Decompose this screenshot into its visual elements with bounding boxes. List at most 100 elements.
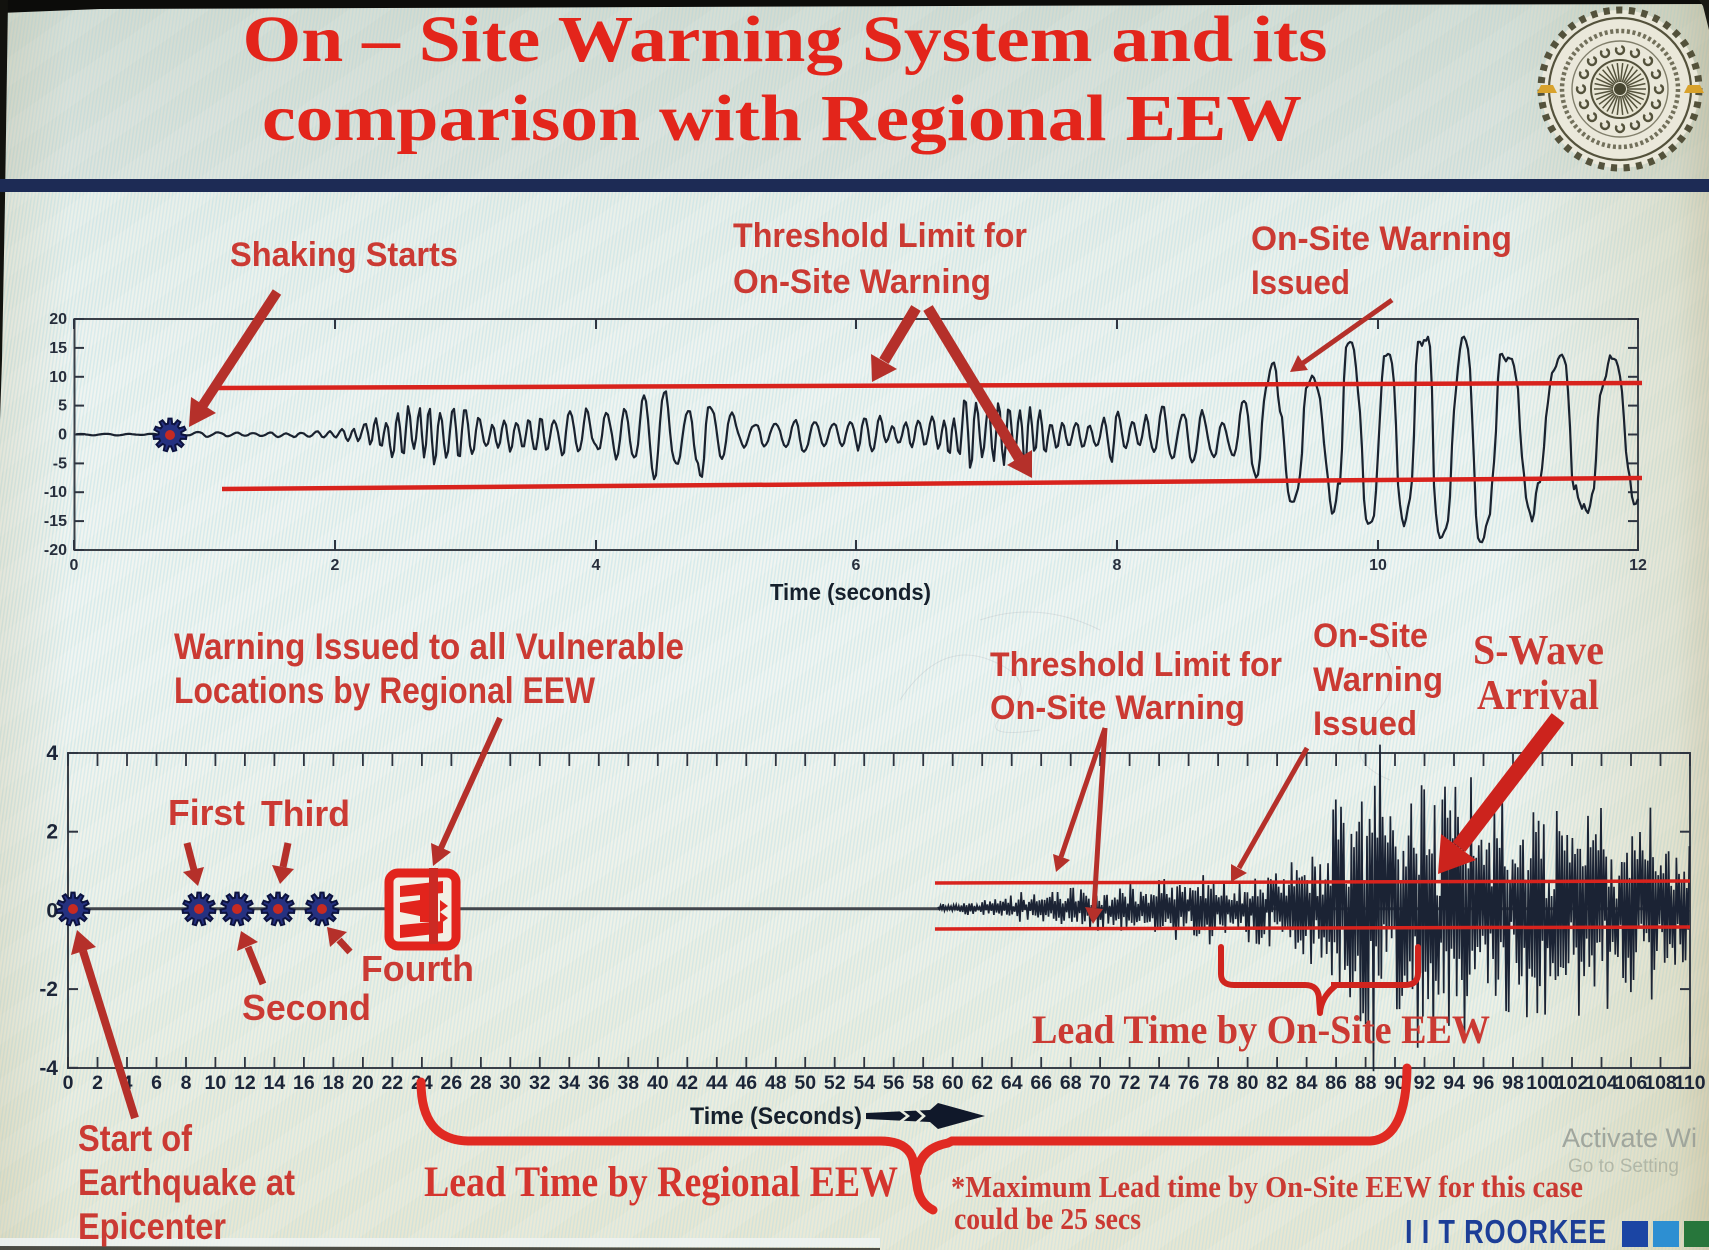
svg-text:-20: -20 xyxy=(44,542,67,559)
svg-text:10: 10 xyxy=(49,369,67,386)
svg-text:0: 0 xyxy=(63,1072,74,1094)
svg-text:Activate Wi: Activate Wi xyxy=(1562,1123,1697,1153)
svg-text:Lead Time by On-Site EEW: Lead Time by On-Site EEW xyxy=(1032,1007,1490,1052)
svg-text:22: 22 xyxy=(382,1072,404,1094)
svg-text:28: 28 xyxy=(470,1072,492,1094)
svg-text:58: 58 xyxy=(912,1072,934,1094)
svg-text:On-Site Warning: On-Site Warning xyxy=(1251,220,1512,258)
svg-text:Time (Seconds): Time (Seconds) xyxy=(690,1103,862,1130)
svg-text:Issued: Issued xyxy=(1251,264,1350,302)
svg-text:2: 2 xyxy=(331,557,340,574)
svg-text:36: 36 xyxy=(588,1072,610,1094)
svg-text:0: 0 xyxy=(58,427,67,444)
svg-text:Second: Second xyxy=(242,987,371,1028)
svg-text:Warning: Warning xyxy=(1313,661,1443,699)
svg-text:Epicenter: Epicenter xyxy=(78,1206,226,1247)
svg-text:Third: Third xyxy=(261,793,350,834)
svg-text:94: 94 xyxy=(1443,1072,1465,1094)
svg-text:38: 38 xyxy=(617,1072,639,1094)
svg-text:On – Site Warning System and i: On – Site Warning System and its xyxy=(243,3,1328,76)
svg-text:30: 30 xyxy=(499,1072,521,1094)
svg-text:82: 82 xyxy=(1266,1072,1288,1094)
svg-text:96: 96 xyxy=(1473,1072,1495,1094)
svg-text:S-Wave: S-Wave xyxy=(1473,628,1604,674)
svg-text:Threshold Limit for: Threshold Limit for xyxy=(990,646,1282,684)
svg-text:12: 12 xyxy=(1629,557,1647,574)
svg-text:2: 2 xyxy=(92,1072,103,1094)
svg-text:78: 78 xyxy=(1207,1072,1229,1094)
svg-text:On-Site Warning: On-Site Warning xyxy=(990,689,1245,727)
svg-text:Start of: Start of xyxy=(78,1118,193,1159)
svg-text:62: 62 xyxy=(971,1072,993,1094)
svg-text:10: 10 xyxy=(1369,557,1387,574)
svg-text:-15: -15 xyxy=(44,513,67,530)
svg-text:6: 6 xyxy=(852,557,861,574)
svg-text:70: 70 xyxy=(1089,1072,1111,1094)
svg-text:104: 104 xyxy=(1585,1072,1618,1094)
svg-text:18: 18 xyxy=(323,1072,345,1094)
svg-text:12: 12 xyxy=(234,1072,256,1094)
svg-text:16: 16 xyxy=(293,1072,315,1094)
svg-text:76: 76 xyxy=(1178,1072,1200,1094)
svg-text:106: 106 xyxy=(1615,1072,1648,1094)
svg-text:8: 8 xyxy=(1113,557,1122,574)
svg-text:108: 108 xyxy=(1644,1072,1677,1094)
svg-text:20: 20 xyxy=(352,1072,374,1094)
svg-text:102: 102 xyxy=(1556,1072,1589,1094)
svg-text:34: 34 xyxy=(558,1072,580,1094)
svg-text:4: 4 xyxy=(592,557,601,574)
svg-text:20: 20 xyxy=(49,311,67,328)
svg-text:-2: -2 xyxy=(39,978,58,1001)
svg-text:86: 86 xyxy=(1325,1072,1347,1094)
svg-text:Warning Issued to all Vulnerab: Warning Issued to all Vulnerable xyxy=(174,626,684,667)
svg-text:66: 66 xyxy=(1030,1072,1052,1094)
svg-text:Arrival: Arrival xyxy=(1477,673,1599,719)
svg-text:Time (seconds): Time (seconds) xyxy=(770,579,931,605)
svg-text:56: 56 xyxy=(883,1072,905,1094)
svg-text:I I T ROORKEE: I I T ROORKEE xyxy=(1405,1213,1607,1250)
svg-text:Go to Setting: Go to Setting xyxy=(1568,1156,1679,1177)
svg-text:comparison with Regional EEW: comparison with Regional EEW xyxy=(262,82,1302,155)
svg-text:6: 6 xyxy=(151,1072,162,1094)
svg-text:74: 74 xyxy=(1148,1072,1170,1094)
svg-text:92: 92 xyxy=(1414,1072,1436,1094)
svg-text:88: 88 xyxy=(1355,1072,1377,1094)
svg-text:64: 64 xyxy=(1001,1072,1023,1094)
svg-text:46: 46 xyxy=(735,1072,757,1094)
svg-text:60: 60 xyxy=(942,1072,964,1094)
svg-text:On-Site: On-Site xyxy=(1313,617,1428,655)
svg-text:32: 32 xyxy=(529,1072,551,1094)
svg-text:90: 90 xyxy=(1384,1072,1406,1094)
svg-text:48: 48 xyxy=(765,1072,787,1094)
svg-text:Lead Time by Regional EEW: Lead Time by Regional EEW xyxy=(424,1159,898,1206)
svg-text:2: 2 xyxy=(46,821,58,844)
svg-text:4: 4 xyxy=(46,742,58,765)
svg-text:0: 0 xyxy=(70,557,79,574)
svg-text:Earthquake at: Earthquake at xyxy=(78,1162,295,1203)
svg-text:-4: -4 xyxy=(39,1057,58,1080)
svg-text:8: 8 xyxy=(181,1072,192,1094)
svg-text:110: 110 xyxy=(1674,1072,1706,1094)
svg-text:-10: -10 xyxy=(44,484,67,501)
svg-text:15: 15 xyxy=(49,340,67,357)
svg-text:Locations by Regional EEW: Locations by Regional EEW xyxy=(174,670,595,711)
svg-text:72: 72 xyxy=(1119,1072,1141,1094)
svg-text:80: 80 xyxy=(1237,1072,1259,1094)
svg-text:54: 54 xyxy=(853,1072,875,1094)
svg-text:100: 100 xyxy=(1526,1072,1559,1094)
svg-text:14: 14 xyxy=(264,1072,286,1094)
svg-text:10: 10 xyxy=(205,1072,227,1094)
svg-text:could be 25 secs: could be 25 secs xyxy=(954,1201,1141,1236)
svg-text:52: 52 xyxy=(824,1072,846,1094)
svg-text:50: 50 xyxy=(794,1072,816,1094)
svg-text:Issued: Issued xyxy=(1313,705,1417,743)
svg-text:5: 5 xyxy=(58,398,67,415)
svg-text:68: 68 xyxy=(1060,1072,1082,1094)
svg-text:26: 26 xyxy=(441,1072,463,1094)
svg-text:84: 84 xyxy=(1296,1072,1318,1094)
svg-text:Fourth: Fourth xyxy=(361,948,474,989)
svg-text:Shaking Starts: Shaking Starts xyxy=(230,236,458,274)
svg-text:40: 40 xyxy=(647,1072,669,1094)
svg-text:0: 0 xyxy=(46,899,58,922)
svg-text:42: 42 xyxy=(676,1072,698,1094)
